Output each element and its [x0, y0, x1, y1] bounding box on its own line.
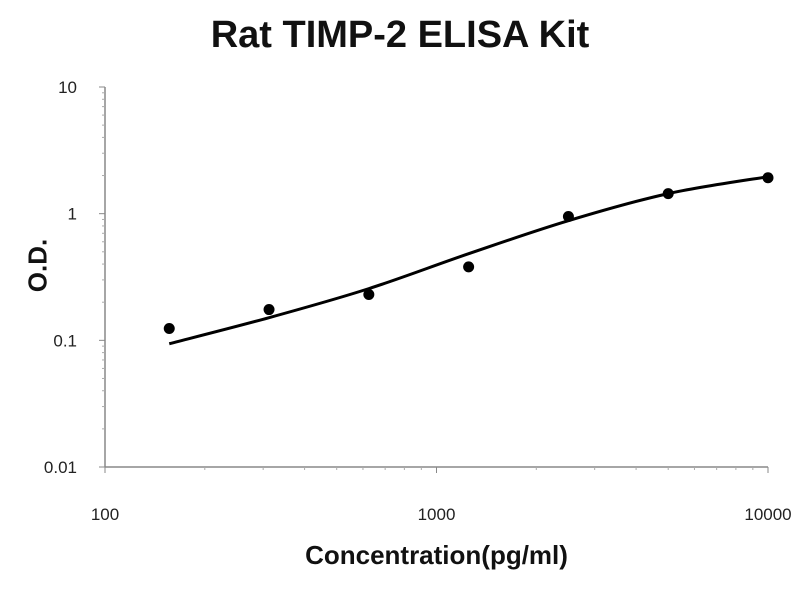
chart-title: Rat TIMP-2 ELISA Kit [210, 14, 590, 56]
y-tick-label: 1 [68, 205, 77, 224]
y-tick-label: 0.01 [44, 458, 77, 477]
data-point [662, 188, 674, 200]
data-point [363, 289, 375, 301]
y-tick-label: 10 [58, 78, 77, 97]
data-point [263, 304, 275, 316]
x-tick-label: 10000 [744, 505, 791, 524]
data-point [762, 172, 774, 184]
data-point [562, 210, 574, 222]
data-point [463, 261, 475, 273]
x-tick-label: 1000 [418, 505, 456, 524]
y-tick-label: 0.1 [53, 331, 77, 350]
x-tick-label: 100 [91, 505, 119, 524]
data-point [163, 322, 175, 334]
x-axis-label: Concentration(pg/ml) [305, 540, 568, 570]
fit-curve [168, 175, 769, 346]
